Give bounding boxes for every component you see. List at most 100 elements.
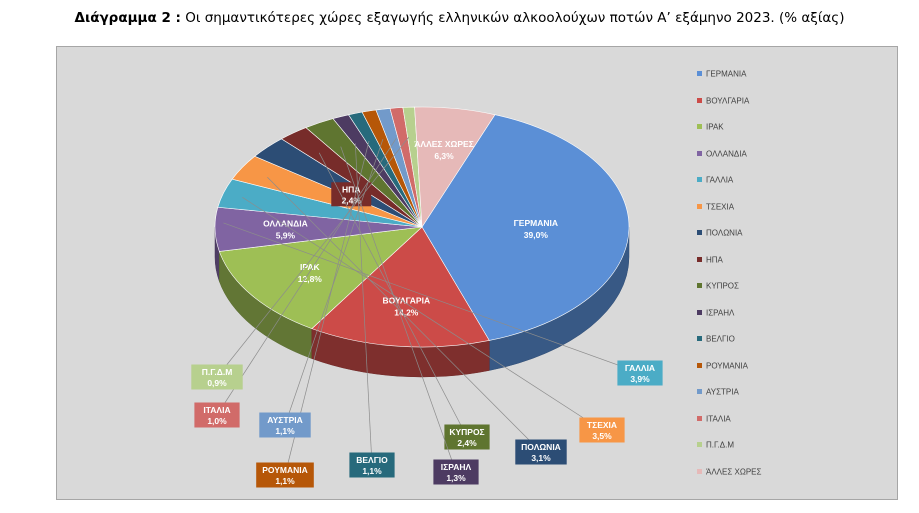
label-value-ηπα: 2,4% (342, 195, 362, 205)
legend-item-κυπρος: ΚΥΠΡΟΣ (697, 281, 739, 290)
legend-label: ΤΣΕΧΙΑ (706, 201, 735, 211)
legend-item-τσεχια: ΤΣΕΧΙΑ (697, 202, 734, 211)
slice-άλλες-χωρες (414, 106, 496, 228)
callout-value-κυπρος: 2,4% (457, 438, 477, 448)
callout-box-π-γ-δ-μ (191, 364, 243, 390)
label-box-ηπα (331, 182, 372, 207)
callout-box-ρουμανια (256, 462, 314, 488)
legend-item-ιταλια: ΙΤΑΛΙΑ (697, 414, 731, 423)
callout-value-π-γ-δ-μ: 0,9% (207, 378, 227, 388)
legend-label: ΡΟΥΜΑΝΙΑ (706, 360, 748, 370)
callout-box-τσεχια (579, 417, 625, 443)
callout-name-βελγιο: ΒΕΛΓΙΟ (356, 455, 388, 465)
legend-swatch (697, 415, 702, 421)
title-text: Οι σημαντικότερες χώρες εξαγωγής ελληνικ… (180, 10, 845, 26)
legend-label: ΚΥΠΡΟΣ (706, 281, 739, 291)
label-value-άλλες-χωρες: 6,3% (434, 151, 454, 161)
callout-name-ιταλια: ΙΤΑΛΙΑ (203, 405, 230, 415)
title-prefix: Διάγραμμα 2 : (74, 10, 181, 26)
legend-item-π-γ-δ-μ: Π.Γ.Δ.Μ (697, 440, 734, 449)
legend-label: ΠΟΛΩΝΙΑ (706, 228, 743, 238)
data-labels: ΓΕΡΜΑΝΙΑ 39,0% ΒΟΥΛΓΑΡΙΑ 14,2% ΙΡΑΚ 12,8% ΟΛΛΑ… (263, 139, 558, 318)
callout-box-ισραηλ (433, 459, 479, 485)
legend-label: ΙΡΑΚ (706, 122, 724, 132)
label-name-ολλανδια: ΟΛΛΑΝΔΙΑ (263, 219, 308, 229)
legend-swatch (697, 468, 702, 474)
legend-label: ΟΛΛΑΝΔΙΑ (706, 148, 747, 158)
callout-name-πολωνια: ΠΟΛΩΝΙΑ (521, 442, 561, 452)
legend-label: ΆΛΛΕΣ ΧΩΡΕΣ (706, 466, 762, 476)
legend-swatch (697, 177, 702, 183)
label-name-γερμανια: ΓΕΡΜΑΝΙΑ (514, 218, 558, 228)
legend-label: ΒΟΥΛΓΑΡΙΑ (706, 95, 750, 105)
legend-item-άλλες-χωρες: ΆΛΛΕΣ ΧΩΡΕΣ (697, 467, 761, 476)
callout-name-κυπρος: ΚΥΠΡΟΣ (449, 427, 484, 437)
callouts: ΓΑΛΛΙΑ3,9%ΤΣΕΧΙΑ3,5%ΠΟΛΩΝΙΑ3,1%ΚΥΠΡΟΣ2,4… (191, 137, 663, 488)
legend-label: ΒΕΛΓΙΟ (706, 334, 735, 344)
legend-label: Π.Γ.Δ.Μ (706, 440, 734, 450)
callout-box-αυστρια (259, 412, 311, 438)
callout-value-γαλλια: 3,9% (630, 374, 650, 384)
leader-αυστρια (284, 139, 384, 426)
callout-value-βελγιο: 1,1% (362, 466, 382, 476)
label-name-ηπα: ΗΠΑ (342, 184, 360, 194)
legend-item-βουλγαρια: ΒΟΥΛΓΑΡΙΑ (697, 96, 749, 105)
callout-box-γαλλια (617, 360, 663, 386)
legend-item-πολωνια: ΠΟΛΩΝΙΑ (697, 228, 743, 237)
leader-ισραηλ (340, 146, 457, 473)
leader-ιταλια (216, 137, 397, 416)
legend-item-γερμανια: ΓΕΡΜΑΝΙΑ (697, 69, 746, 78)
callout-box-ιταλια (194, 402, 240, 428)
callout-name-π-γ-δ-μ: Π.Γ.Δ.Μ (202, 367, 233, 377)
callout-value-αυστρια: 1,1% (275, 426, 295, 436)
legend-item-βελγιο: ΒΕΛΓΙΟ (697, 334, 735, 343)
label-value-γερμανια: 39,0% (524, 230, 549, 240)
label-name-βουλγαρια: ΒΟΥΛΓΑΡΙΑ (383, 296, 431, 306)
legend-item-ηπα: ΗΠΑ (697, 255, 723, 264)
slice-γερμανια (421, 114, 630, 341)
callout-value-ρουμανια: 1,1% (275, 476, 295, 486)
leader-πολωνια (267, 176, 542, 453)
callout-box-βελγιο (349, 452, 395, 478)
callout-value-τσεχια: 3,5% (592, 431, 612, 441)
label-value-ολλανδια: 5,9% (276, 231, 296, 241)
leader-τσεχια (242, 197, 603, 431)
legend-swatch (697, 256, 702, 262)
label-value-ιρακ: 12,8% (298, 274, 323, 284)
label-value-βουλγαρια: 14,2% (394, 308, 419, 318)
legend-item-ισραηλ: ΙΣΡΑΗΛ (697, 308, 734, 317)
legend-swatch (697, 71, 702, 77)
legend-item-αυστρια: ΑΥΣΤΡΙΑ (697, 387, 739, 396)
leader-γαλλια (223, 222, 641, 374)
legend-item-ρουμανια: ΡΟΥΜΑΝΙΑ (697, 361, 748, 370)
legend-swatch (697, 124, 702, 130)
legend-item-ολλανδια: ΟΛΛΑΝΔΙΑ (697, 149, 747, 158)
legend-item-γαλλια: ΓΑΛΛΙΑ (697, 175, 733, 184)
legend-swatch (697, 362, 702, 368)
legend-label: ΙΤΑΛΙΑ (706, 413, 731, 423)
legend-swatch (697, 442, 702, 448)
callout-box-κυπρος (444, 424, 490, 450)
callout-value-ισραηλ: 1,3% (446, 473, 466, 483)
legend-label: ΗΠΑ (706, 254, 723, 264)
legend-item-ιρακ: ΙΡΑΚ (697, 122, 724, 131)
callout-name-αυστρια: ΑΥΣΤΡΙΑ (267, 415, 303, 425)
callout-name-γαλλια: ΓΑΛΛΙΑ (625, 363, 655, 373)
label-name-άλλες-χωρες: ΆΛΛΕΣ ΧΩΡΕΣ (414, 139, 474, 149)
callout-name-ρουμανια: ΡΟΥΜΑΝΙΑ (262, 465, 308, 475)
callout-value-ιταλια: 1,0% (207, 416, 227, 426)
chart-frame: ΓΕΡΜΑΝΙΑ 39,0% ΒΟΥΛΓΑΡΙΑ 14,2% ΙΡΑΚ 12,8% ΟΛΛΑ… (56, 46, 898, 500)
legend-swatch (697, 97, 702, 103)
legend-label: ΓΑΛΛΙΑ (706, 175, 734, 185)
leader-π-γ-δ-μ (216, 137, 410, 378)
page-title: Διάγραμμα 2 : Οι σημαντικότερες χώρες εξ… (0, 10, 919, 26)
legend-swatch (697, 230, 702, 236)
legend-swatch (697, 283, 702, 289)
legend-swatch (697, 203, 702, 209)
callout-box-πολωνια (515, 439, 567, 465)
legend-swatch (697, 336, 702, 342)
callout-value-πολωνια: 3,1% (531, 453, 551, 463)
legend-swatch (697, 389, 702, 395)
callout-name-ισραηλ: ΙΣΡΑΗΛ (441, 462, 472, 472)
label-name-ιρακ: ΙΡΑΚ (300, 262, 321, 272)
